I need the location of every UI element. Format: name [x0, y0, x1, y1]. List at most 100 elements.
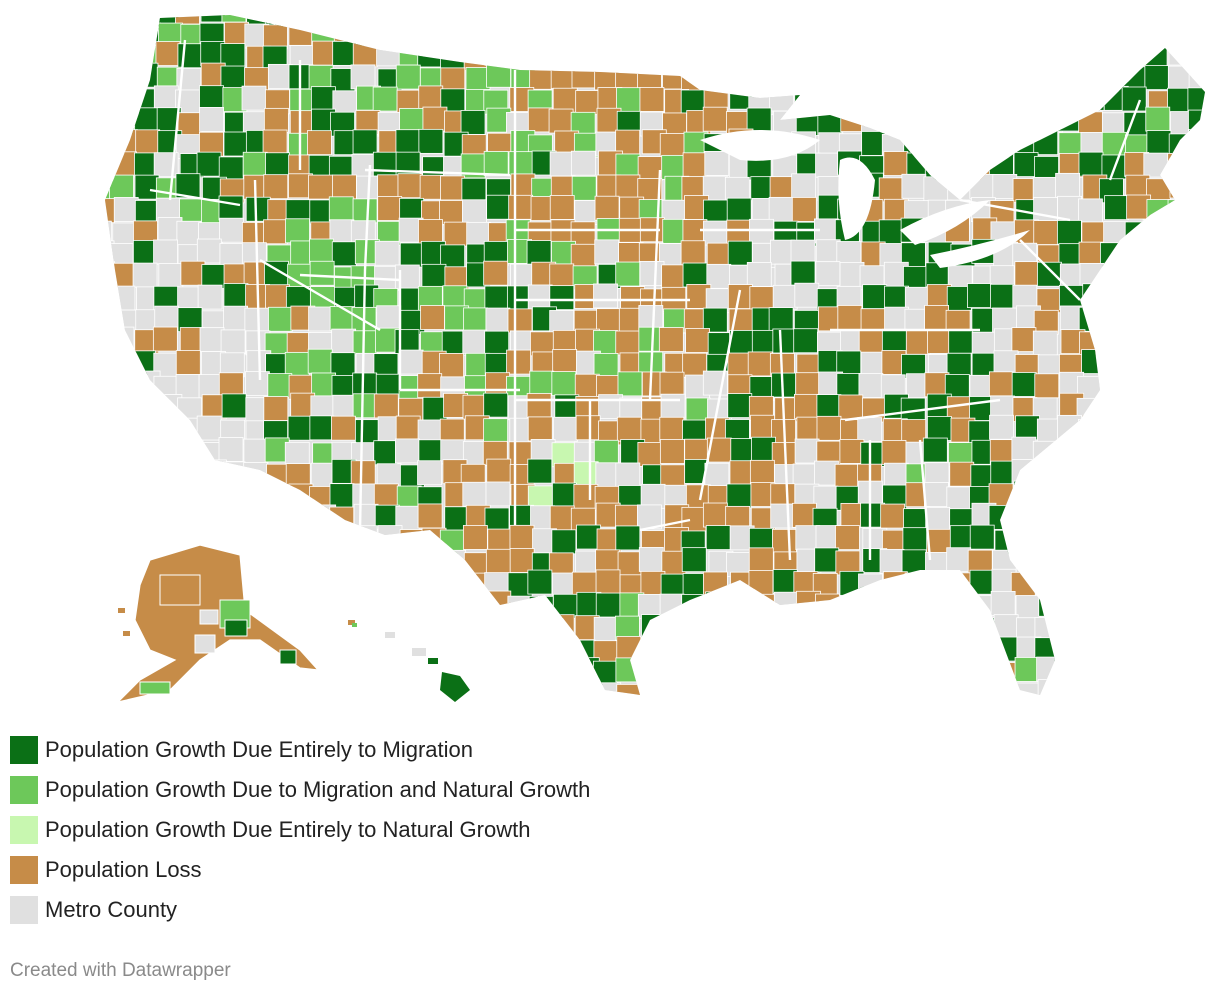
county-migration-only — [105, 657, 116, 682]
county-migration-only — [287, 15, 312, 25]
county-loss — [329, 506, 355, 532]
us-county-map — [105, 15, 1220, 720]
county-loss — [728, 704, 752, 720]
county-metro — [573, 45, 599, 71]
county-loss — [1104, 529, 1129, 555]
county-loss — [350, 661, 376, 687]
county-migration-only — [593, 660, 618, 686]
county-metro — [308, 680, 334, 695]
county-metro — [194, 634, 216, 654]
county-metro — [750, 702, 774, 720]
county-loss — [834, 463, 860, 489]
county-metro — [1188, 244, 1205, 270]
county-migration-only — [510, 637, 536, 663]
county-metro — [1122, 506, 1148, 532]
county-migration-only — [749, 64, 775, 89]
county-metro — [660, 707, 684, 720]
county-metro — [1192, 155, 1205, 181]
county-metro — [1148, 375, 1173, 401]
county-metro — [484, 614, 510, 639]
county-metro — [858, 613, 884, 639]
county-loss — [509, 548, 535, 573]
county-metro — [1036, 656, 1062, 682]
county-loss — [552, 87, 578, 113]
county-metro — [906, 683, 931, 695]
county-metro — [177, 508, 203, 533]
county-metro — [398, 349, 424, 375]
county-metro — [1033, 15, 1059, 22]
county-loss — [685, 678, 711, 695]
county-migration-only — [484, 285, 510, 311]
county-loss — [905, 329, 931, 355]
county-loss — [726, 635, 752, 661]
county-metro — [768, 63, 794, 89]
county-metro — [441, 18, 467, 44]
county-loss — [574, 373, 600, 399]
county-loss — [815, 593, 840, 619]
county-loss — [883, 15, 909, 23]
state-border — [259, 258, 381, 332]
county-metro — [265, 705, 289, 720]
county-migration-only — [417, 42, 443, 68]
county-loss — [639, 87, 665, 112]
county-migration-only — [946, 62, 971, 88]
county-metro — [813, 485, 839, 511]
county-migration-only — [105, 393, 115, 418]
county-migration-and-natural — [289, 88, 315, 114]
county-loss — [549, 614, 575, 640]
state-border — [168, 39, 187, 201]
county-loss — [838, 394, 864, 420]
county-migration-and-natural — [395, 19, 421, 45]
county-migration-and-natural — [615, 261, 641, 287]
state-border — [1019, 239, 1081, 301]
county-migration-only — [681, 547, 707, 573]
county-loss — [901, 15, 927, 22]
county-metro — [178, 703, 202, 720]
county-metro — [991, 22, 1017, 47]
county-metro — [858, 573, 883, 599]
county-loss — [353, 551, 379, 577]
county-loss — [595, 569, 621, 595]
state-border — [299, 273, 401, 282]
county-migration-only — [705, 525, 731, 550]
county-loss — [659, 658, 685, 684]
county-migration-and-natural — [329, 306, 355, 332]
county-migration-and-natural — [483, 151, 509, 176]
county-metro — [990, 590, 1016, 616]
county-metro — [356, 701, 380, 720]
county-metro — [947, 701, 971, 720]
county-migration-only — [682, 262, 708, 288]
county-loss — [508, 194, 534, 220]
county-migration-only — [746, 107, 772, 133]
county-loss — [105, 328, 113, 353]
county-metro — [1102, 327, 1128, 353]
county-migration-only — [1124, 221, 1150, 247]
county-metro — [794, 660, 820, 686]
county-loss — [223, 527, 249, 553]
county-migration-only — [551, 529, 577, 555]
county-loss — [835, 525, 860, 550]
county-loss — [374, 705, 398, 720]
county-migration-only — [1081, 591, 1107, 617]
county-migration-only — [105, 88, 114, 113]
county-migration-only — [1078, 151, 1104, 177]
county-migration-and-natural — [1035, 569, 1061, 595]
legend-swatch — [10, 896, 38, 924]
county-loss — [1144, 661, 1170, 687]
county-loss — [420, 305, 445, 330]
county-loss — [1214, 659, 1220, 683]
county-metro — [614, 18, 640, 44]
county-migration-only — [730, 438, 756, 463]
county-metro — [397, 591, 423, 617]
county-loss — [288, 20, 314, 46]
county-loss — [1166, 704, 1190, 720]
county-migration-only — [331, 241, 357, 267]
county-migration-only — [111, 15, 137, 25]
county-migration-only — [506, 285, 532, 311]
county-loss — [638, 661, 664, 687]
county-migration-only — [883, 46, 909, 71]
county-migration-only — [1187, 42, 1205, 68]
county-migration-only — [576, 524, 601, 550]
county-metro — [1035, 506, 1061, 532]
county-metro — [354, 569, 380, 595]
